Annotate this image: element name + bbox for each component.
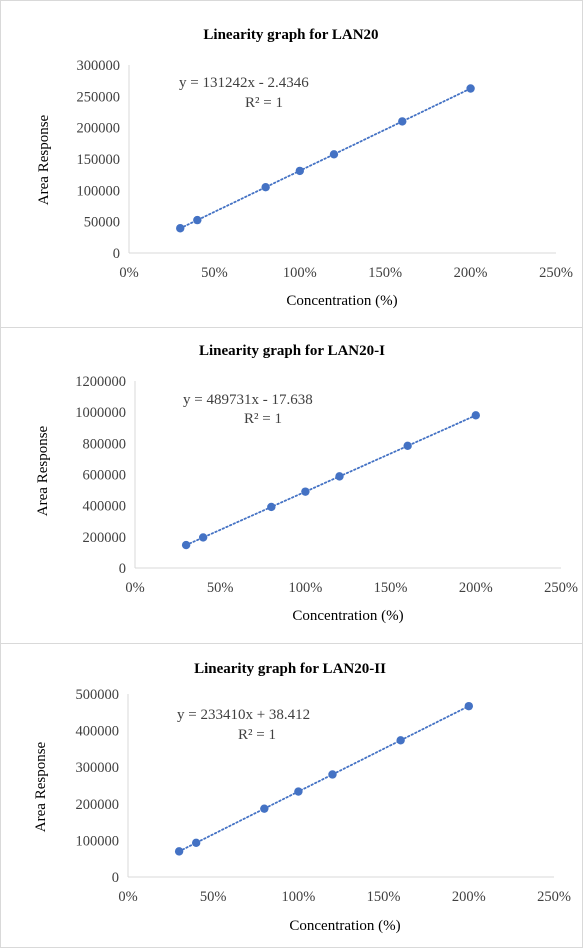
y-tick-label: 100000: [77, 183, 121, 199]
x-tick-label: 50%: [201, 265, 228, 281]
trendline-equation: y = 489731x - 17.638: [183, 392, 313, 408]
x-tick-label: 50%: [200, 889, 227, 905]
y-tick-label: 0: [113, 246, 120, 262]
data-point: [465, 702, 473, 710]
y-tick-label: 0: [119, 561, 126, 577]
y-tick-label: 300000: [77, 58, 121, 74]
trendline: [179, 706, 469, 851]
y-axis-title: Area Response: [35, 425, 51, 516]
y-tick-label: 1200000: [75, 374, 126, 390]
data-point: [466, 84, 474, 92]
x-tick-label: 50%: [207, 580, 234, 596]
data-point: [267, 503, 275, 511]
y-tick-label: 100000: [76, 833, 120, 849]
y-tick-label: 150000: [77, 152, 121, 168]
x-tick-label: 0%: [125, 580, 144, 596]
data-point: [199, 533, 207, 541]
y-tick-label: 200000: [77, 121, 121, 137]
y-tick-label: 1000000: [75, 405, 126, 421]
chart-title: Linearity graph for LAN20-II: [194, 661, 386, 677]
plot-area: 0 100000 200000 300000 400000 500000 0% 50% 100%…: [76, 687, 571, 905]
data-point: [301, 487, 309, 495]
chart-lan20: Linearity graph for LAN20 y = 131242x - …: [1, 1, 582, 327]
y-tick-label: 400000: [76, 724, 120, 740]
data-point: [176, 224, 184, 232]
y-tick-label: 200000: [83, 530, 127, 546]
x-tick-label: 100%: [283, 265, 317, 281]
plot-area: 0 50000 100000 150000 200000 250000 300000 0% 50…: [77, 58, 573, 281]
y-tick-label: 200000: [76, 797, 120, 813]
y-axis-title: Area Response: [36, 114, 52, 205]
trendline: [186, 415, 476, 545]
x-axis-title: Concentration (%): [292, 608, 403, 624]
x-tick-label: 200%: [459, 580, 493, 596]
x-tick-label: 200%: [454, 265, 488, 281]
x-tick-label: 150%: [368, 265, 402, 281]
r-squared-label: R² = 1: [244, 411, 282, 427]
x-axis-title: Concentration (%): [289, 918, 400, 934]
data-point: [182, 541, 190, 549]
y-tick-label: 50000: [84, 215, 120, 231]
plot-area: 0 200000 400000 600000 800000 1000000 1200000 0…: [75, 374, 578, 596]
trendline: [180, 89, 470, 229]
x-tick-label: 150%: [374, 580, 408, 596]
x-tick-label: 100%: [281, 889, 315, 905]
trendline-equation: y = 233410x + 38.412: [177, 707, 310, 723]
chart-lan20-ii: Linearity graph for LAN20-II y = 233410x…: [1, 644, 582, 947]
data-point: [328, 770, 336, 778]
y-tick-label: 250000: [77, 89, 121, 105]
y-tick-label: 400000: [83, 499, 127, 515]
trendline-equation: y = 131242x - 2.4346: [179, 75, 309, 91]
y-axis-title: Area Response: [33, 741, 49, 832]
data-point: [192, 839, 200, 847]
data-point: [175, 847, 183, 855]
chart-panel-lan20: Linearity graph for LAN20 y = 131242x - …: [0, 0, 583, 328]
x-tick-label: 100%: [288, 580, 322, 596]
x-tick-label: 0%: [119, 265, 138, 281]
y-tick-label: 0: [112, 870, 119, 886]
data-point: [294, 787, 302, 795]
x-tick-label: 250%: [544, 580, 578, 596]
data-point: [335, 472, 343, 480]
data-point: [260, 804, 268, 812]
x-tick-label: 250%: [537, 889, 571, 905]
data-point: [261, 183, 269, 191]
chart-panel-lan20-ii: Linearity graph for LAN20-II y = 233410x…: [0, 643, 583, 948]
data-point: [472, 411, 480, 419]
data-point: [193, 216, 201, 224]
data-point: [398, 117, 406, 125]
data-point: [330, 150, 338, 158]
data-point: [403, 442, 411, 450]
r-squared-label: R² = 1: [238, 727, 276, 743]
x-tick-label: 150%: [367, 889, 401, 905]
y-tick-label: 800000: [83, 436, 127, 452]
data-point: [296, 167, 304, 175]
chart-title: Linearity graph for LAN20: [203, 27, 378, 43]
y-tick-label: 600000: [83, 468, 127, 484]
r-squared-label: R² = 1: [245, 95, 283, 111]
x-tick-label: 200%: [452, 889, 486, 905]
y-tick-label: 500000: [76, 687, 120, 703]
chart-panel-lan20-i: Linearity graph for LAN20-I y = 489731x …: [0, 327, 583, 644]
y-tick-label: 300000: [76, 760, 120, 776]
x-tick-label: 250%: [539, 265, 573, 281]
x-axis-title: Concentration (%): [286, 293, 397, 309]
x-tick-label: 0%: [118, 889, 137, 905]
chart-title: Linearity graph for LAN20-I: [199, 343, 385, 359]
chart-lan20-i: Linearity graph for LAN20-I y = 489731x …: [1, 328, 582, 643]
data-point: [396, 736, 404, 744]
